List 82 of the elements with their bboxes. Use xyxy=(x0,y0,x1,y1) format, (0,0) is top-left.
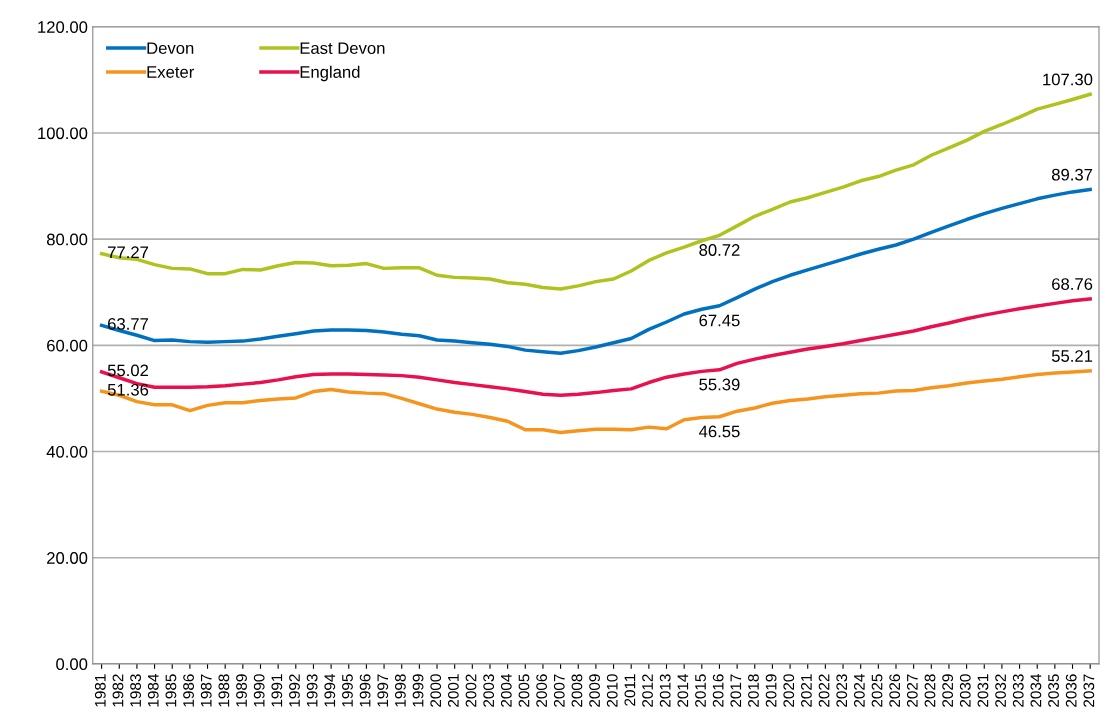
data-label: 107.30 xyxy=(1043,73,1093,86)
x-tick-label: 1998 xyxy=(395,674,406,707)
x-tick-label: 2004 xyxy=(500,674,512,707)
x-tick-label: 2020 xyxy=(783,674,795,707)
x-tick-label: 1997 xyxy=(377,674,389,707)
data-label: 68.76 xyxy=(1052,278,1093,290)
legend-label: East Devon xyxy=(300,42,385,55)
x-tick-label: 2002 xyxy=(465,674,477,707)
x-tick-label: 2032 xyxy=(995,674,1007,707)
y-tick-label: 40.00 xyxy=(46,445,88,458)
data-label: 67.45 xyxy=(699,314,740,327)
x-tick-label: 1999 xyxy=(412,674,424,707)
x-tick-label: 1991 xyxy=(271,674,283,707)
y-tick-label: 60.00 xyxy=(47,339,88,352)
x-tick-label: 2012 xyxy=(642,674,653,707)
x-tick-label: 1990 xyxy=(253,674,265,707)
x-tick-label: 1995 xyxy=(342,674,353,707)
y-tick-label: 0.00 xyxy=(56,658,88,671)
data-label: 46.55 xyxy=(698,425,740,438)
x-tick-label: 1992 xyxy=(289,674,300,707)
x-tick-label: 2008 xyxy=(571,674,583,707)
data-label: 89.37 xyxy=(1051,168,1093,181)
legend-label: England xyxy=(300,65,360,82)
x-tick-label: 2029 xyxy=(942,674,954,707)
x-tick-label: 2006 xyxy=(536,674,548,707)
data-label: 51.36 xyxy=(107,383,149,396)
x-tick-label: 2007 xyxy=(553,674,565,707)
x-tick-label: 2015 xyxy=(695,674,706,707)
x-tick-label: 1986 xyxy=(183,674,194,707)
x-tick-label: 2005 xyxy=(518,674,530,707)
x-tick-label: 2019 xyxy=(765,674,777,707)
x-tick-label: 2011 xyxy=(624,674,636,706)
y-tick-label: 120.00 xyxy=(38,21,88,33)
x-tick-label: 2016 xyxy=(712,674,724,707)
x-tick-label: 1983 xyxy=(130,674,142,707)
x-tick-label: 2031 xyxy=(977,674,989,707)
line-series xyxy=(99,92,1092,291)
y-tick-label: 80.00 xyxy=(46,233,88,246)
x-tick-label: 2013 xyxy=(659,674,671,707)
x-tick-label: 2034 xyxy=(1030,674,1042,707)
data-label: 63.77 xyxy=(108,318,149,330)
x-tick-label: 1981 xyxy=(94,674,106,707)
x-tick-label: 1988 xyxy=(218,674,230,707)
x-tick-label: 1985 xyxy=(165,674,177,707)
x-tick-label: 2000 xyxy=(430,674,442,707)
x-tick-label: 2021 xyxy=(801,674,812,707)
data-label: 80.72 xyxy=(699,244,740,256)
x-tick-label: 2023 xyxy=(836,674,848,707)
x-tick-label: 2028 xyxy=(924,674,936,707)
x-tick-label: 2033 xyxy=(1012,674,1024,707)
x-tick-label: 1989 xyxy=(236,674,247,707)
data-label: 55.02 xyxy=(107,364,149,377)
x-tick-label: 1993 xyxy=(306,674,318,707)
x-tick-label: 1996 xyxy=(359,674,371,707)
data-label: 55.21 xyxy=(1051,350,1093,362)
x-tick-label: 2037 xyxy=(1083,674,1095,707)
x-tick-label: 1982 xyxy=(112,674,124,707)
x-tick-label: 1984 xyxy=(147,674,159,707)
x-tick-label: 2025 xyxy=(871,674,883,707)
x-tick-label: 2014 xyxy=(677,674,689,707)
x-tick-label: 2001 xyxy=(447,674,459,707)
x-tick-label: 2030 xyxy=(959,674,971,707)
x-tick-label: 2027 xyxy=(906,674,918,707)
data-label: 77.27 xyxy=(108,246,149,258)
x-tick-label: 2003 xyxy=(483,674,495,707)
legend-label: Exeter xyxy=(147,66,195,78)
line-series xyxy=(99,297,1092,397)
y-tick-label: 20.00 xyxy=(47,552,88,564)
x-tick-label: 2024 xyxy=(853,674,865,707)
x-tick-label: 2010 xyxy=(606,674,618,707)
data-label: 55.39 xyxy=(699,378,740,391)
x-tick-label: 1994 xyxy=(324,674,336,707)
x-tick-label: 2036 xyxy=(1065,674,1077,707)
x-tick-label: 2026 xyxy=(889,674,901,707)
x-tick-label: 2035 xyxy=(1048,674,1059,707)
x-tick-label: 2022 xyxy=(818,674,830,707)
x-tick-label: 2009 xyxy=(589,674,600,707)
legend-label: Devon xyxy=(147,42,194,55)
x-tick-label: 2017 xyxy=(730,674,742,707)
y-tick-label: 100.00 xyxy=(38,127,88,140)
x-tick-label: 1987 xyxy=(200,674,212,707)
x-tick-label: 2018 xyxy=(748,674,759,707)
